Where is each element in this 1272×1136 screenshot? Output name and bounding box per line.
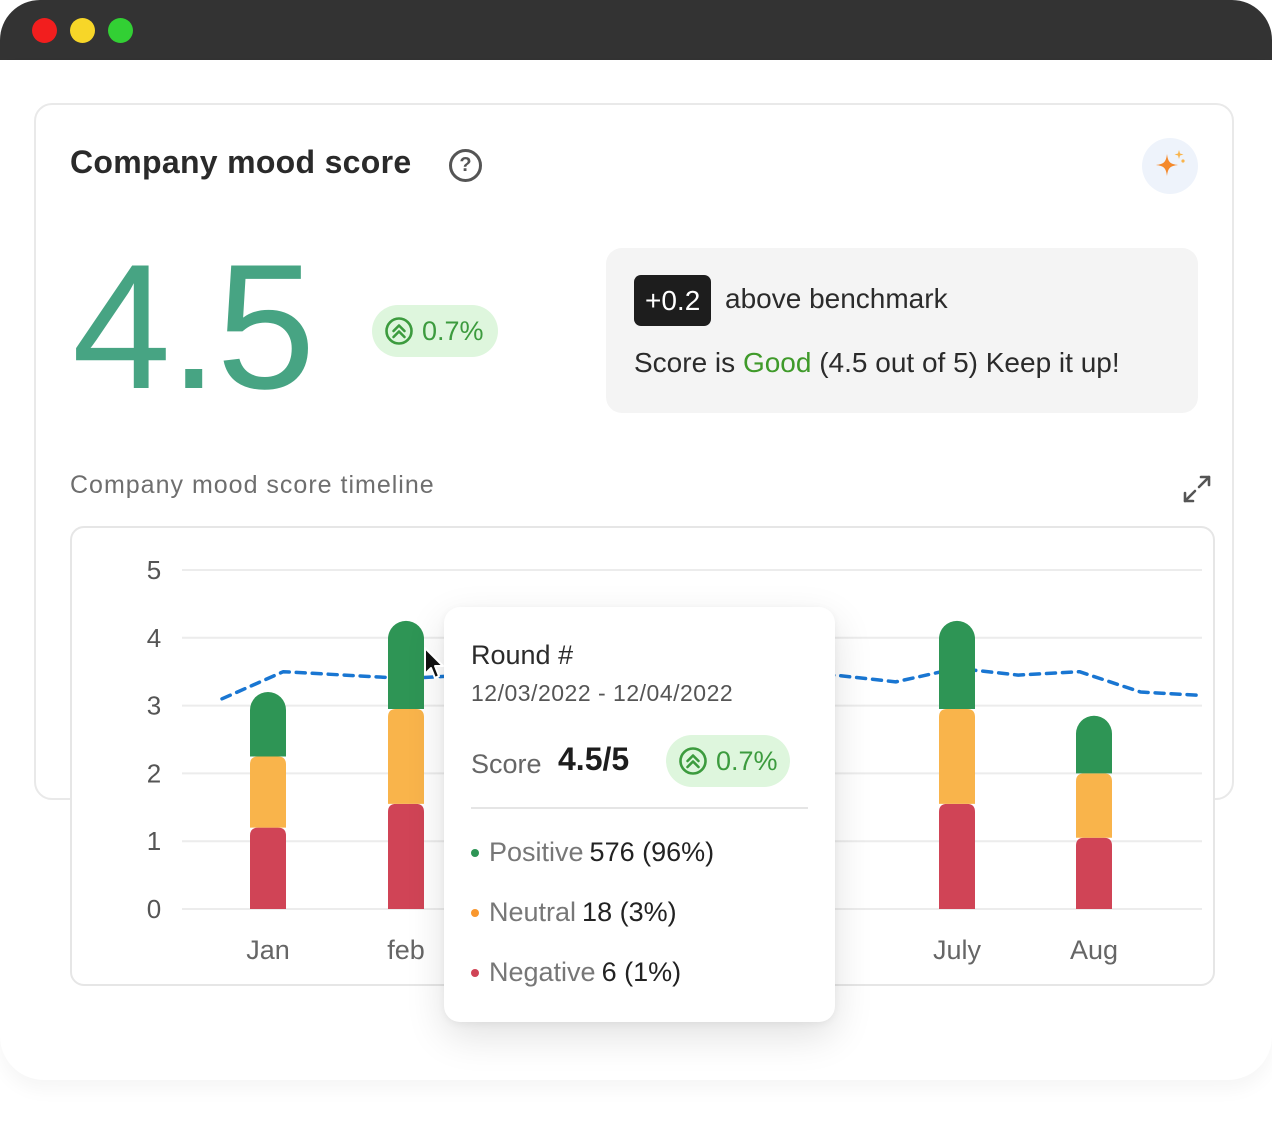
minimize-window-button[interactable] [70,18,95,43]
tooltip-row-value: 576 (96%) [589,837,715,867]
tooltip-row-label: Neutral [489,897,577,927]
bar-segment-neutral [1076,773,1112,838]
ai-insights-button[interactable] [1142,138,1198,194]
double-chevron-up-icon [679,747,707,775]
score-rating: Good [742,347,812,378]
y-tick-label: 5 [147,555,161,585]
timeline-title: Company mood score timeline [70,471,435,499]
positive-bullet [471,848,479,857]
x-tick-label: feb [387,935,425,965]
expand-icon[interactable] [1182,474,1212,504]
mood-score-value: 4.5 [72,227,315,426]
bar-segment-negative [250,827,286,909]
double-chevron-up-icon [385,317,413,345]
bar-segment-positive [1076,715,1112,774]
bar-segment-neutral [250,756,286,828]
tooltip-dates: 12/03/2022 - 12/04/2022 [471,680,734,706]
window-title-bar [0,0,1272,60]
card-title: Company mood score [70,144,412,180]
score-line-suffix: (4.5 out of 5) Keep it up! [819,347,1120,378]
x-tick-label: July [933,935,982,965]
sparkle-icon [1156,150,1185,176]
score-change-value: 0.7% [422,315,484,346]
tooltip-score-value: 4.5/5 [558,741,630,777]
benchmark-text: above benchmark [725,283,948,314]
bar-segment-positive [388,620,424,709]
close-window-button[interactable] [32,18,57,43]
bar-segment-negative [388,803,424,909]
bar-segment-negative [1076,837,1112,909]
tooltip-divider [471,807,808,809]
maximize-window-button[interactable] [108,18,133,43]
y-tick-label: 0 [147,894,161,924]
bar-segment-negative [939,803,975,909]
tooltip-row-label: Positive [489,837,584,867]
tooltip-row-positive: Positive 576 (96%) [471,837,714,868]
help-circle-icon[interactable]: ? [449,149,482,182]
mouse-cursor-icon [424,647,444,679]
trend-line [220,666,1204,704]
tooltip-change-badge: 0.7% [666,735,790,787]
tooltip-score-label: Score [471,749,542,779]
bar-segment-neutral [388,708,424,804]
y-tick-label: 3 [147,691,161,721]
benchmark-delta: +0.2 [634,275,712,326]
tooltip-row-label: Negative [489,957,596,987]
tooltip-row-value: 6 (1%) [601,957,682,987]
benchmark-panel [606,248,1198,413]
score-rating-line: Score is Good (4.5 out of 5) Keep it up! [634,347,1120,379]
bar-segment-neutral [939,708,975,804]
tooltip-change-value: 0.7% [716,745,778,776]
tooltip-row-neutral: Neutral 18 (3%) [471,897,677,928]
y-tick-label: 2 [147,758,161,788]
tooltip-row-value: 18 (3%) [582,897,677,927]
tooltip-row-negative: Negative 6 (1%) [471,957,681,988]
y-tick-label: 1 [147,826,161,856]
negative-bullet [471,968,479,977]
x-tick-label: Jan [246,935,290,965]
score-line-prefix: Score is [634,347,736,378]
bar-segment-positive [250,692,286,757]
bar-segment-positive [939,620,975,709]
chart-tooltip: Round # 12/03/2022 - 12/04/2022 Score 4.… [444,607,835,1022]
score-change-badge: 0.7% [372,305,498,357]
y-tick-label: 4 [147,623,161,653]
x-tick-label: Aug [1070,935,1118,965]
neutral-bullet [471,908,479,917]
tooltip-title: Round # [471,640,574,670]
